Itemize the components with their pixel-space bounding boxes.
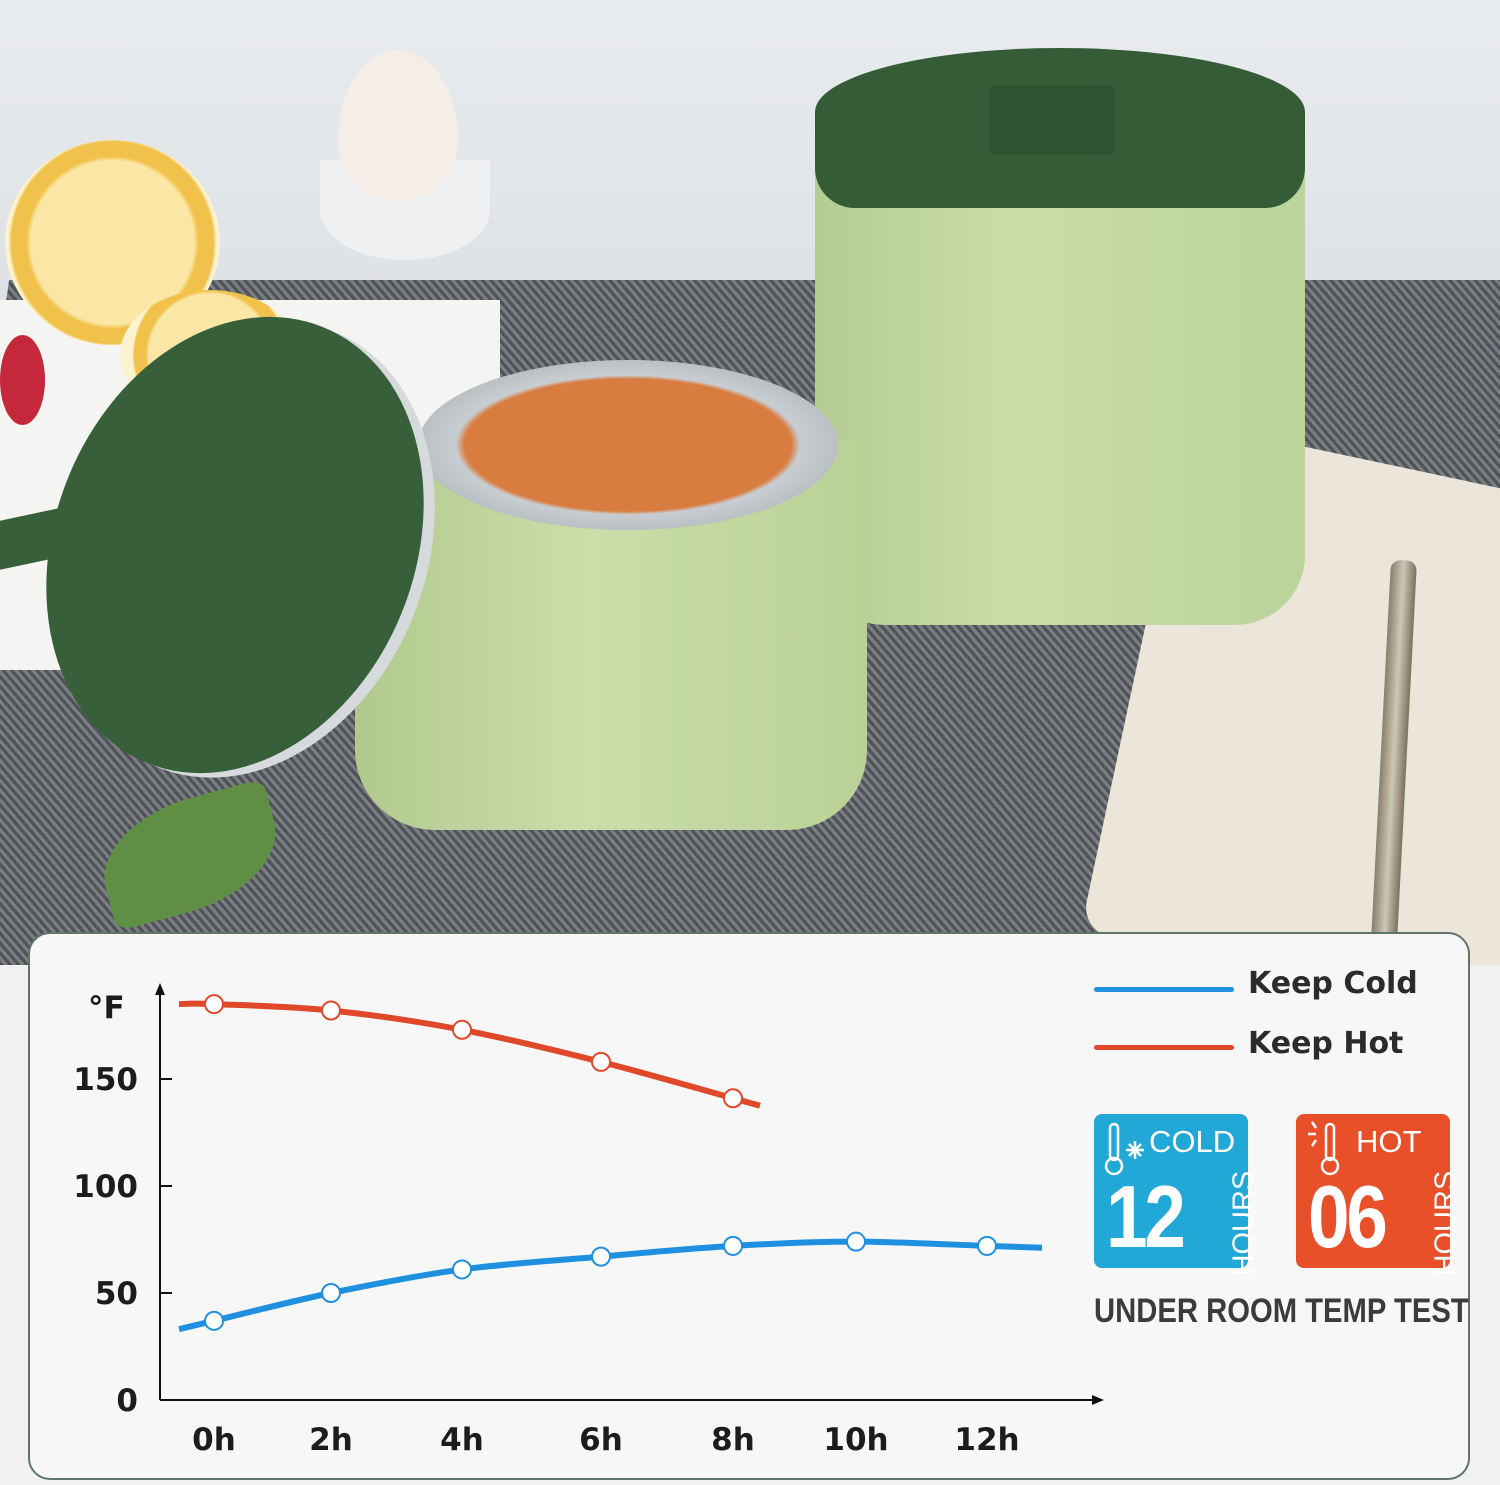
- legend-swatch-cold: [1094, 987, 1234, 992]
- data-point-hot: [204, 994, 224, 1015]
- badge-number: 12: [1106, 1167, 1186, 1266]
- thermometer-snowflake-icon: [1104, 1122, 1144, 1176]
- x-tick-label: 10h: [823, 1422, 888, 1458]
- badge-number: 06: [1308, 1167, 1388, 1266]
- data-point-cold: [452, 1259, 472, 1280]
- data-point-hot: [321, 1000, 341, 1021]
- x-tick-label: 2h: [309, 1422, 353, 1458]
- y-tick-label: 0: [116, 1383, 138, 1419]
- badge-unit: HOURS: [1429, 1170, 1462, 1276]
- x-tick-label: 12h: [954, 1422, 1019, 1458]
- data-point-hot: [452, 1019, 472, 1040]
- data-point-cold: [321, 1283, 341, 1303]
- test-caption: UNDER ROOM TEMP TEST: [1094, 1292, 1469, 1330]
- thermometer-sun-icon: [1308, 1121, 1340, 1176]
- cold-badge: COLD 12 HOURS: [1094, 1114, 1260, 1276]
- data-point-cold: [204, 1310, 224, 1331]
- x-tick-label: 6h: [579, 1422, 623, 1458]
- food-jar-closed: [815, 160, 1305, 625]
- y-tick-label: 150: [73, 1062, 138, 1098]
- y-tick-label: 50: [95, 1276, 138, 1312]
- badge-label: HOT: [1356, 1124, 1422, 1159]
- legend-label-hot: Keep Hot: [1248, 1026, 1404, 1061]
- data-point-cold: [723, 1235, 743, 1256]
- y-axis-label: °F: [88, 990, 125, 1026]
- data-point-cold: [846, 1231, 866, 1252]
- data-point-hot: [591, 1051, 611, 1072]
- badge-unit: HOURS: [1227, 1170, 1260, 1276]
- data-point-cold: [591, 1246, 611, 1267]
- pasta-bowl: [418, 360, 838, 530]
- hot-badge: HOT 06 HOURS: [1296, 1114, 1462, 1276]
- legend-swatch-hot: [1094, 1045, 1234, 1050]
- data-point-cold: [977, 1235, 997, 1256]
- egg: [338, 50, 458, 200]
- x-axis-arrow: [1092, 1395, 1104, 1405]
- legend-label-cold: Keep Cold: [1248, 966, 1418, 1001]
- badge-label: COLD: [1149, 1124, 1236, 1159]
- lid-handle: [990, 85, 1115, 155]
- x-tick-label: 8h: [711, 1422, 755, 1458]
- strawberry: [0, 335, 45, 425]
- x-tick-label: 0h: [192, 1422, 236, 1458]
- y-axis-arrow: [155, 983, 165, 995]
- data-point-hot: [723, 1088, 743, 1109]
- product-photo: [0, 0, 1500, 965]
- series-line-hot: [178, 1000, 761, 1109]
- y-tick-label: 100: [73, 1169, 138, 1205]
- x-tick-label: 4h: [440, 1422, 484, 1458]
